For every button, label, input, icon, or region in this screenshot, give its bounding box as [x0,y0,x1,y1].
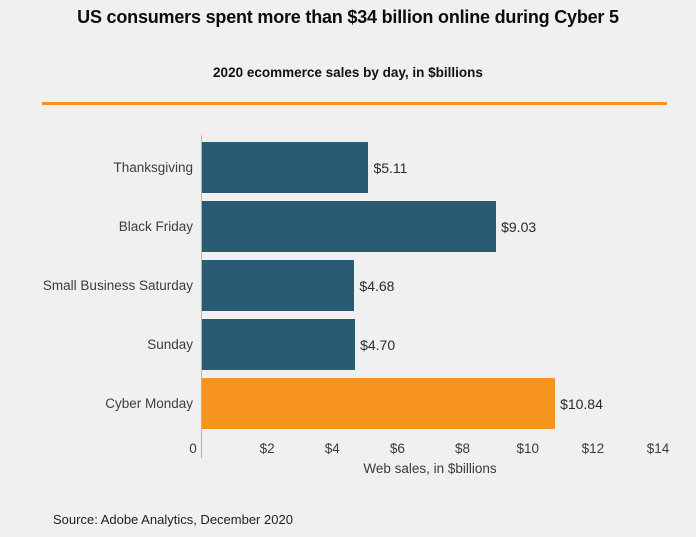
category-label: Sunday [147,337,193,352]
category-label: Small Business Saturday [42,278,193,293]
category-label: Cyber Monday [105,396,193,411]
plot-area: Thanksgiving $5.11 Black Friday $9.03 Small … [0,135,696,459]
bar [202,319,356,370]
page-title: US consumers spent more than $34 billion… [77,7,619,27]
bar [202,260,355,311]
bar-value-label: $4.68 [359,277,395,294]
x-axis-ticks: 0 $2 $4 $6 $8 $10 $12 $14 [189,433,669,459]
x-tick-label: $12 [581,441,605,456]
x-tick-label: $8 [455,441,471,456]
chart-row: Thanksgiving $5.11 [0,138,696,197]
bar-track: $9.03 [202,201,658,252]
chart-row: Sunday $4.70 [0,315,696,374]
divider-rule [42,102,667,105]
bar [202,378,556,429]
bar-chart: Thanksgiving $5.11 Black Friday $9.03 Small … [0,135,696,476]
x-axis: 0 $2 $4 $6 $8 $10 $12 $14 [0,433,696,459]
bar-value-label: $9.03 [501,218,537,235]
x-tick-label: $4 [324,441,340,456]
category-label: Thanksgiving [113,160,193,175]
x-tick-label: $6 [389,441,405,456]
chart-row: Cyber Monday $10.84 [0,374,696,433]
x-axis-label: Web sales, in $billions [363,461,497,476]
category-label: Black Friday [118,219,193,234]
x-tick-label: 0 [189,441,197,456]
chart-row: Small Business Saturday $4.68 [0,256,696,315]
bar-track: $10.84 [202,378,658,429]
chart-subtitle: 2020 ecommerce sales by day, in $billion… [213,65,483,80]
bar-value-label: $10.84 [560,395,603,412]
bar [202,201,497,252]
y-axis-line [201,135,202,458]
x-tick-label: $2 [259,441,275,456]
x-tick-label: $10 [516,441,539,456]
bar-value-label: $4.70 [360,336,396,353]
bar-track: $4.68 [202,260,658,311]
source-note: Source: Adobe Analytics, December 2020 [53,512,293,527]
bar [202,142,369,193]
chart-row: Black Friday $9.03 [0,197,696,256]
bar-value-label: $5.11 [373,159,408,176]
bar-track: $4.70 [202,319,658,370]
x-tick-label: $14 [646,441,670,456]
chart-rows: Thanksgiving $5.11 Black Friday $9.03 Small … [0,138,696,433]
x-axis-spacer [0,433,202,459]
bar-track: $5.11 [202,142,658,193]
